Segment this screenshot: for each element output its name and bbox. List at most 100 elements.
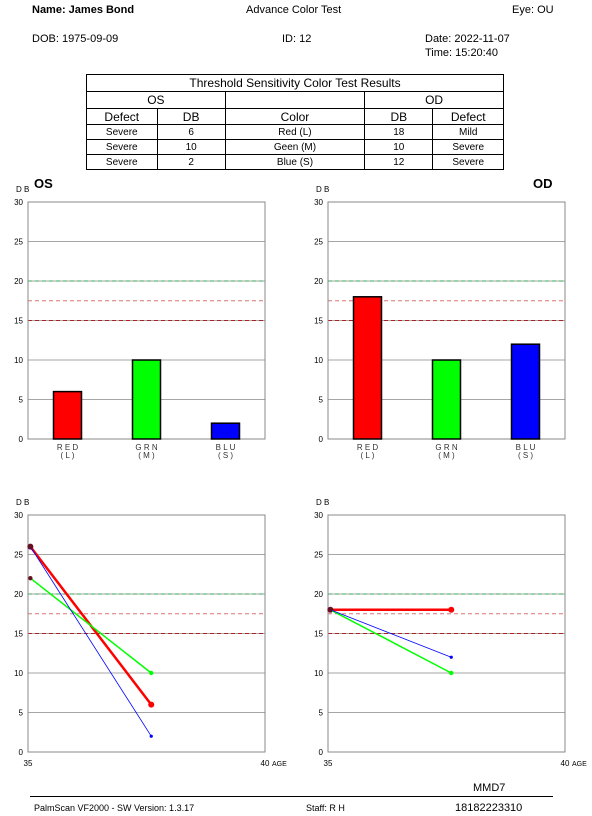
y-tick-label: 15 — [314, 630, 323, 639]
y-tick-label: 25 — [314, 551, 323, 560]
code-label: MMD7 — [473, 782, 506, 794]
col-db-os: DB — [156, 108, 226, 125]
footer-divider — [30, 796, 553, 797]
od-bar-chart: D B 0 5 10 15 20 25 30 R E D( L ) G R N( M ) B L U… — [314, 185, 566, 460]
cell: Severe — [432, 154, 504, 170]
col-db-od: DB — [364, 108, 434, 125]
y-tick-label: 20 — [314, 277, 323, 286]
col-defect-os: Defect — [86, 108, 158, 125]
data-point — [149, 734, 153, 738]
y-tick-label: 0 — [19, 748, 24, 757]
os-bar-chart: D B 0 5 10 15 20 25 30 R E D( L ) G R N( M ) B L U… — [14, 185, 266, 460]
x-tick-label: R E D — [57, 443, 79, 452]
cell: 2 — [156, 154, 226, 170]
os-group-header: OS — [86, 91, 226, 109]
x-axis-label: AGE — [572, 761, 587, 768]
staff-label: Staff: R H — [306, 803, 345, 813]
y-tick-label: 20 — [314, 590, 323, 599]
data-point — [149, 670, 154, 676]
y-tick-label: 10 — [314, 669, 323, 678]
series-line-blue — [30, 546, 152, 737]
x-axis-label: AGE — [272, 761, 287, 768]
cell: 6 — [156, 124, 226, 140]
y-tick-label: 5 — [19, 709, 24, 718]
cell: Blue (S) — [224, 154, 366, 170]
y-tick-label: 5 — [319, 709, 324, 718]
y-tick-label: 30 — [14, 511, 23, 520]
x-tick-label: B L U — [216, 443, 236, 452]
y-tick-label: 25 — [14, 238, 23, 247]
y-tick-label: 0 — [319, 435, 324, 444]
os-trend-chart: D B 0 5 10 15 20 25 30 35 40 AGE — [14, 498, 287, 768]
data-point — [449, 655, 453, 659]
bar — [210, 422, 241, 440]
y-tick-label: 15 — [314, 317, 323, 326]
x-tick-label: G R N — [135, 443, 157, 452]
bar — [352, 296, 383, 440]
color-group-blank — [224, 91, 366, 109]
x-tick-label: ( L ) — [361, 451, 375, 460]
y-axis-label: D B — [316, 185, 329, 194]
software-version: PalmScan VF2000 - SW Version: 1.3.17 — [34, 803, 195, 813]
table-row: Severe 6 Red (L) 18 Mild — [86, 124, 504, 140]
cell: 18 — [364, 124, 434, 140]
data-point — [28, 576, 33, 581]
y-tick-label: 25 — [314, 238, 323, 247]
x-tick-label: 40 — [561, 759, 570, 768]
patient-name: Name: James Bond — [32, 4, 135, 16]
os-side-label: OS — [34, 176, 53, 191]
cell: Severe — [86, 124, 158, 140]
data-point — [448, 606, 455, 613]
bar — [510, 343, 541, 440]
x-tick-label: ( L ) — [61, 451, 75, 460]
y-tick-label: 0 — [319, 748, 324, 757]
cell: Mild — [432, 124, 504, 140]
serial-number: 18182223310 — [455, 802, 523, 814]
y-tick-label: 10 — [14, 669, 23, 678]
y-tick-label: 20 — [14, 590, 23, 599]
id-label: ID: 12 — [282, 33, 312, 45]
y-tick-label: 0 — [19, 435, 24, 444]
y-tick-label: 20 — [14, 277, 23, 286]
cell: Severe — [86, 139, 158, 155]
eye-label: Eye: OU — [512, 4, 554, 16]
table-row: Severe 10 Geen (M) 10 Severe — [86, 139, 504, 155]
x-tick-label: 35 — [24, 759, 33, 768]
y-axis-label: D B — [16, 185, 29, 194]
y-tick-label: 15 — [14, 630, 23, 639]
y-tick-label: 25 — [14, 551, 23, 560]
x-tick-label: B L U — [516, 443, 536, 452]
col-color: Color — [224, 108, 366, 125]
table-title: Threshold Sensitivity Color Test Results — [86, 74, 504, 92]
x-tick-label: G R N — [435, 443, 457, 452]
y-tick-label: 10 — [314, 356, 323, 365]
date-label: Date: 2022-11-07 — [425, 33, 510, 45]
x-tick-label: ( M ) — [438, 451, 455, 460]
x-tick-label: 35 — [324, 759, 333, 768]
col-defect-od: Defect — [432, 108, 504, 125]
x-tick-label: 40 — [261, 759, 270, 768]
plot-frame — [327, 514, 566, 753]
od-side-label: OD — [533, 176, 553, 191]
series-line-green — [330, 609, 452, 674]
y-tick-label: 30 — [314, 511, 323, 520]
results-table: Threshold Sensitivity Color Test Results… — [86, 74, 504, 170]
dob-label: DOB: 1975-09-09 — [32, 33, 119, 45]
cell: Red (L) — [224, 124, 366, 140]
y-tick-label: 10 — [14, 356, 23, 365]
x-tick-label: ( S ) — [218, 451, 233, 460]
x-tick-label: R E D — [357, 443, 379, 452]
y-tick-label: 30 — [314, 198, 323, 207]
x-tick-label: ( S ) — [518, 451, 533, 460]
test-title: Advance Color Test — [246, 4, 342, 16]
y-axis-label: D B — [16, 498, 29, 507]
time-label: Time: 15:20:40 — [425, 47, 498, 59]
series-line-blue — [330, 609, 452, 658]
y-tick-label: 15 — [14, 317, 23, 326]
bar — [52, 390, 83, 440]
y-tick-label: 5 — [19, 396, 24, 405]
od-trend-chart: D B 0 5 10 15 20 25 30 35 40 AGE — [314, 498, 587, 768]
cell: 12 — [364, 154, 434, 170]
series-line-green — [29, 577, 152, 674]
data-point — [28, 545, 32, 549]
